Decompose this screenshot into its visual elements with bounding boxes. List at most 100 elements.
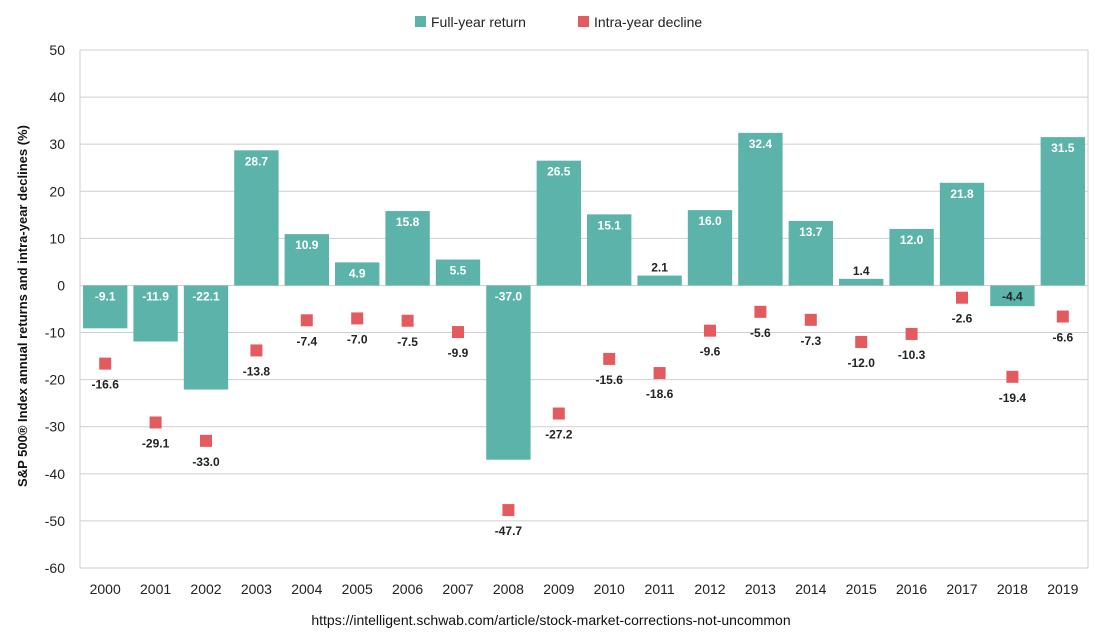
x-tick-label: 2016 — [896, 581, 927, 597]
bar-full-year-return — [889, 228, 934, 286]
marker-intra-year-decline — [300, 314, 313, 327]
y-tick-label: -40 — [45, 466, 65, 482]
marker-value-label: -19.4 — [999, 391, 1027, 405]
x-tick-label: 2018 — [997, 581, 1028, 597]
y-tick-label: 30 — [49, 136, 65, 152]
bar-full-year-return — [234, 150, 279, 286]
marker-intra-year-decline — [250, 344, 263, 357]
bar-full-year-return — [133, 285, 178, 342]
marker-intra-year-decline — [99, 357, 112, 370]
x-tick-label: 2019 — [1047, 581, 1078, 597]
gridlines — [79, 49, 1089, 569]
bar-full-year-return — [536, 160, 581, 286]
bar-value-label: 2.1 — [651, 261, 668, 275]
bar-value-label: -4.4 — [1002, 289, 1023, 303]
legend-label-intra-year-decline: Intra-year decline — [594, 14, 702, 30]
y-axis-label: S&P 500® Index annual returns and intra-… — [15, 125, 30, 487]
bar-value-label: 28.7 — [245, 154, 269, 168]
x-tick-label: 2014 — [795, 581, 826, 597]
x-tick-label: 2008 — [493, 581, 524, 597]
legend-swatch-intra-year-decline — [578, 16, 589, 27]
x-tick-label: 2010 — [594, 581, 625, 597]
bar-full-year-return — [839, 278, 884, 286]
bar-value-label: -22.1 — [192, 289, 220, 303]
y-tick-label: 40 — [49, 89, 65, 105]
marker-value-label: -47.7 — [495, 524, 523, 538]
y-tick-label: 10 — [49, 230, 65, 246]
bar-value-label: 16.0 — [698, 214, 722, 228]
bar-value-label: 4.9 — [349, 266, 366, 280]
bar-full-year-return — [637, 275, 682, 286]
bar-full-year-return — [435, 259, 481, 286]
bar-value-label: 15.8 — [396, 215, 420, 229]
bar-full-year-return — [284, 234, 329, 286]
x-tick-label: 2006 — [392, 581, 423, 597]
y-tick-label: -10 — [45, 325, 65, 341]
bar-full-year-return — [990, 285, 1035, 307]
bar-series — [83, 132, 1085, 460]
marker-labels: -16.6 -29.1 -33.0 -13.8 -7.4 -7.0 -7.5 -9.9 -47.… — [92, 312, 1074, 538]
y-tick-label: -50 — [45, 513, 65, 529]
bar-full-year-return — [687, 210, 733, 286]
bar-value-label: 32.4 — [749, 137, 773, 151]
x-tick-label: 2013 — [745, 581, 776, 597]
marker-intra-year-decline — [1056, 310, 1069, 323]
bar-value-label: 1.4 — [853, 264, 870, 278]
y-axis-ticks: 50 40 30 20 10 0 -10 -20 -30 -40 -50 -60 — [45, 42, 65, 576]
x-tick-label: 2017 — [946, 581, 977, 597]
marker-intra-year-decline — [855, 335, 868, 348]
y-tick-label: 20 — [49, 183, 65, 199]
marker-value-label: -12.0 — [848, 356, 876, 370]
bar-labels: -9.1 -11.9 -22.1 28.7 10.9 4.9 15.8 5.5 -37.0 26.… — [95, 137, 1075, 304]
bar-value-label: 10.9 — [295, 238, 319, 252]
marker-intra-year-decline — [149, 416, 162, 429]
y-tick-label: 0 — [57, 277, 65, 293]
marker-value-label: -9.6 — [700, 345, 721, 359]
x-tick-label: 2002 — [190, 581, 221, 597]
marker-value-label: -7.3 — [800, 334, 821, 348]
marker-intra-year-decline — [552, 407, 565, 420]
x-tick-label: 2015 — [846, 581, 877, 597]
bar-value-label: 21.8 — [950, 187, 974, 201]
marker-value-label: -7.4 — [296, 334, 317, 348]
marker-value-label: -5.6 — [750, 326, 771, 340]
y-tick-label: -20 — [45, 372, 65, 388]
x-tick-label: 2003 — [241, 581, 272, 597]
marker-series — [99, 291, 1069, 517]
x-tick-label: 2005 — [342, 581, 373, 597]
marker-value-label: -2.6 — [952, 312, 973, 326]
bar-full-year-return — [1040, 137, 1085, 286]
x-axis-ticks: 2000 2001 2002 2003 2004 2005 2006 2007 2008 2009… — [90, 581, 1079, 597]
source-url: https://intelligent.schwab.com/article/s… — [311, 612, 791, 628]
marker-intra-year-decline — [200, 434, 212, 447]
marker-intra-year-decline — [905, 327, 918, 340]
marker-intra-year-decline — [502, 504, 515, 517]
marker-intra-year-decline — [956, 291, 968, 304]
bar-full-year-return — [83, 285, 128, 329]
bar-value-label: -11.9 — [142, 289, 169, 303]
bar-full-year-return — [587, 214, 632, 286]
bar-value-label: 15.1 — [598, 218, 622, 232]
marker-value-label: -16.6 — [92, 378, 120, 392]
bar-value-label: 13.7 — [799, 225, 823, 239]
x-tick-label: 2011 — [645, 581, 675, 597]
marker-intra-year-decline — [653, 367, 666, 380]
bar-full-year-return — [738, 132, 783, 286]
marker-value-label: -10.3 — [898, 348, 926, 362]
x-tick-label: 2001 — [140, 581, 171, 597]
legend-label-full-year-return: Full-year return — [431, 14, 526, 30]
marker-value-label: -9.9 — [448, 346, 469, 360]
marker-intra-year-decline — [351, 312, 364, 325]
y-tick-label: -30 — [45, 419, 65, 435]
legend-swatch-full-year-return — [415, 16, 426, 27]
marker-value-label: -7.5 — [397, 335, 418, 349]
y-tick-label: -60 — [45, 560, 65, 576]
bar-value-label: 5.5 — [450, 264, 467, 278]
marker-intra-year-decline — [401, 314, 414, 327]
bar-full-year-return — [486, 285, 531, 460]
legend: Full-year return Intra-year decline — [415, 14, 702, 30]
x-tick-label: 2000 — [90, 581, 121, 597]
bar-full-year-return — [183, 285, 229, 390]
marker-intra-year-decline — [754, 305, 767, 318]
marker-value-label: -15.6 — [596, 373, 624, 387]
